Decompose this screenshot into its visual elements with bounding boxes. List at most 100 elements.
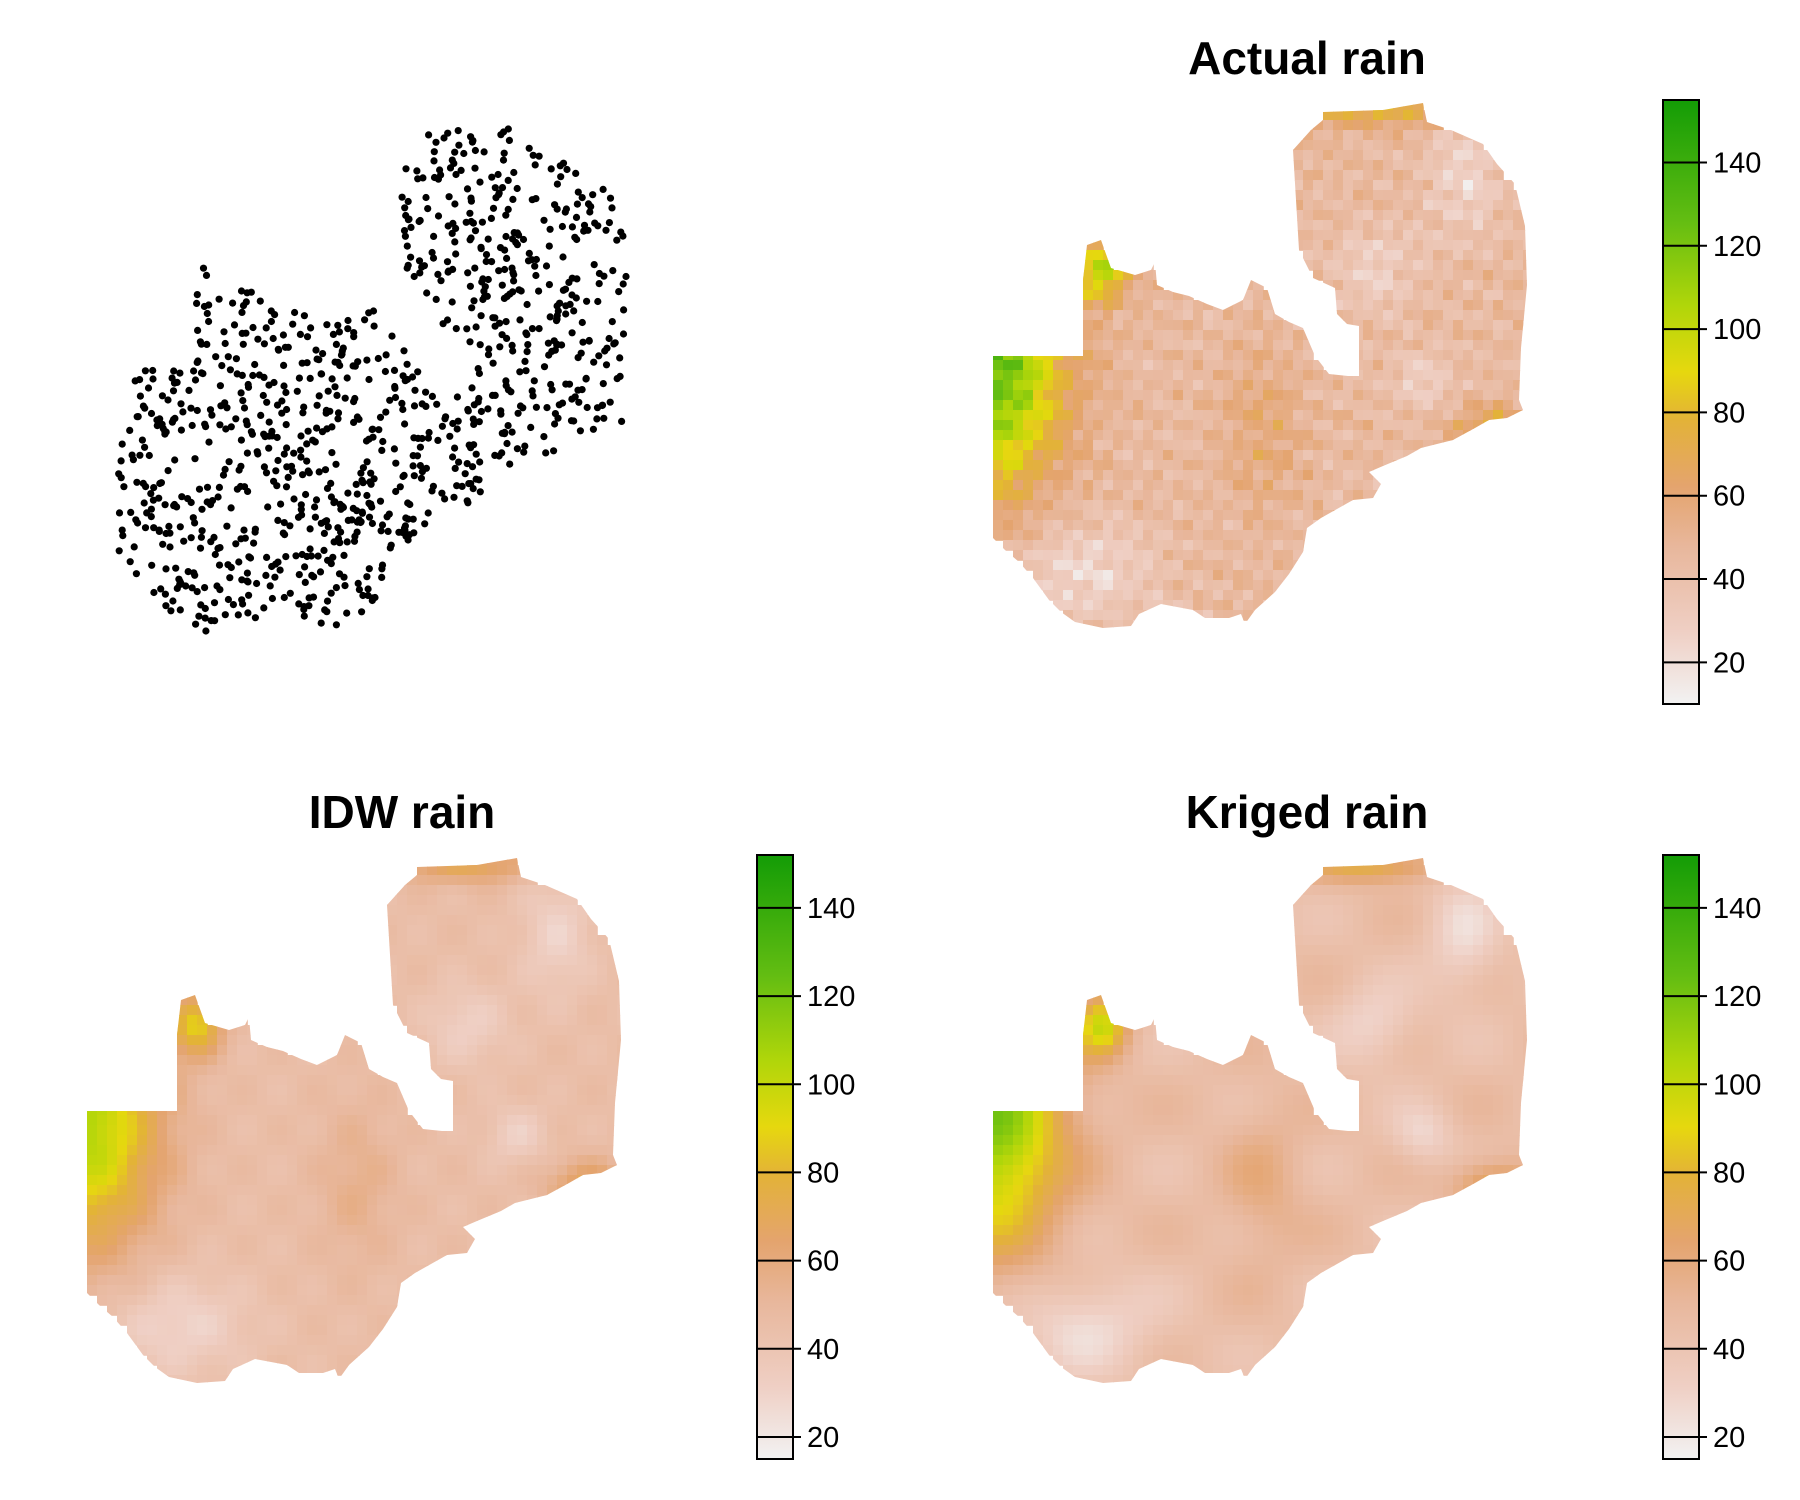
raster-cell	[1113, 330, 1124, 341]
raster-cell	[477, 1215, 488, 1226]
raster-cell	[1123, 490, 1134, 501]
sample-point	[222, 425, 230, 433]
raster-cell	[117, 1265, 128, 1276]
sample-point	[229, 299, 237, 307]
raster-cell	[1113, 1065, 1124, 1076]
raster-cell	[267, 1205, 278, 1216]
raster-cell	[1343, 1015, 1354, 1026]
raster-cell	[467, 1015, 478, 1026]
sample-point	[262, 571, 270, 580]
raster-cell	[1353, 410, 1364, 421]
raster-cell	[337, 1125, 348, 1136]
sample-point	[484, 235, 492, 243]
raster-cell	[1143, 560, 1154, 571]
sample-point	[429, 482, 437, 490]
raster-cell	[1063, 480, 1074, 491]
sample-point	[506, 290, 514, 298]
raster-cell	[1413, 160, 1424, 171]
raster-cell	[1333, 230, 1344, 241]
sample-point	[365, 309, 373, 317]
sample-point	[313, 424, 321, 432]
raster-cell	[177, 1115, 188, 1126]
sample-point	[226, 574, 234, 582]
raster-cell	[1343, 935, 1354, 946]
raster-cell	[427, 1045, 438, 1056]
raster-cell	[1293, 895, 1304, 906]
raster-cell	[1013, 520, 1024, 531]
raster-cell	[1103, 410, 1114, 421]
sample-point	[118, 440, 126, 448]
raster-cell	[1113, 270, 1124, 281]
sample-point	[297, 453, 305, 461]
raster-cell	[427, 1265, 438, 1276]
raster-cell	[1243, 350, 1254, 361]
sample-point	[418, 263, 426, 271]
sample-point	[138, 436, 146, 444]
raster-cell	[1293, 915, 1304, 926]
raster-cell	[117, 1315, 128, 1326]
raster-cell	[1203, 520, 1214, 531]
raster-cell	[1173, 480, 1184, 491]
sample-point	[239, 340, 247, 348]
sample-point	[267, 317, 275, 326]
raster-cell	[497, 858, 508, 866]
raster-cell	[87, 1195, 98, 1206]
raster-cell	[1183, 400, 1194, 411]
raster-cell	[1493, 985, 1504, 996]
raster-cell	[1403, 390, 1414, 401]
raster-cell	[137, 1195, 148, 1206]
raster-cell	[1043, 360, 1054, 371]
raster-cell	[1363, 480, 1374, 491]
raster-cell	[1433, 1015, 1444, 1026]
raster-cell	[237, 1225, 248, 1236]
sample-point	[502, 232, 510, 241]
sample-point	[424, 509, 432, 517]
raster-cell	[1313, 140, 1324, 151]
raster-cell	[1313, 865, 1324, 876]
raster-cell	[567, 965, 578, 976]
raster-cell	[1103, 580, 1114, 591]
raster-cell	[137, 1155, 148, 1166]
raster-cell	[397, 1105, 408, 1116]
raster-cell	[1023, 560, 1034, 571]
raster-cell	[357, 1195, 368, 1206]
raster-cell	[1323, 1035, 1334, 1046]
raster-cell	[1353, 480, 1364, 491]
sample-point	[304, 427, 312, 435]
raster-cell	[1103, 400, 1114, 411]
sample-point	[388, 332, 396, 340]
raster-cell	[1433, 1005, 1444, 1016]
raster-cell	[497, 1025, 508, 1036]
raster-cell	[1163, 500, 1174, 511]
raster-cell	[547, 975, 558, 986]
raster-cell	[1173, 1055, 1184, 1066]
raster-cell	[1363, 1005, 1374, 1016]
sample-point	[203, 309, 211, 318]
raster-cell	[1303, 330, 1314, 341]
raster-cell	[1053, 580, 1064, 591]
raster-cell	[1083, 1045, 1094, 1056]
raster-cell	[1163, 1055, 1174, 1066]
raster-cell	[1123, 380, 1134, 391]
sample-point	[286, 589, 294, 597]
raster-cell	[467, 1055, 478, 1066]
raster-cell	[1443, 140, 1454, 151]
raster-cell	[417, 935, 428, 946]
sample-point	[406, 500, 414, 509]
sample-point	[234, 611, 242, 619]
raster-cell	[1433, 390, 1444, 401]
raster-cell	[1163, 570, 1174, 581]
sample-point	[335, 328, 343, 336]
raster-cell	[477, 925, 488, 936]
raster-cell	[1043, 570, 1054, 581]
raster-cell	[347, 1335, 358, 1346]
raster-cell	[1323, 895, 1334, 906]
sample-point	[158, 392, 166, 400]
raster-cell	[1423, 250, 1434, 261]
raster-cell	[527, 1155, 538, 1166]
raster-cell	[1083, 1035, 1094, 1046]
raster-cell	[397, 1135, 408, 1146]
sample-point	[315, 356, 323, 364]
raster-cell	[1043, 560, 1054, 571]
raster-cell	[607, 1095, 618, 1106]
